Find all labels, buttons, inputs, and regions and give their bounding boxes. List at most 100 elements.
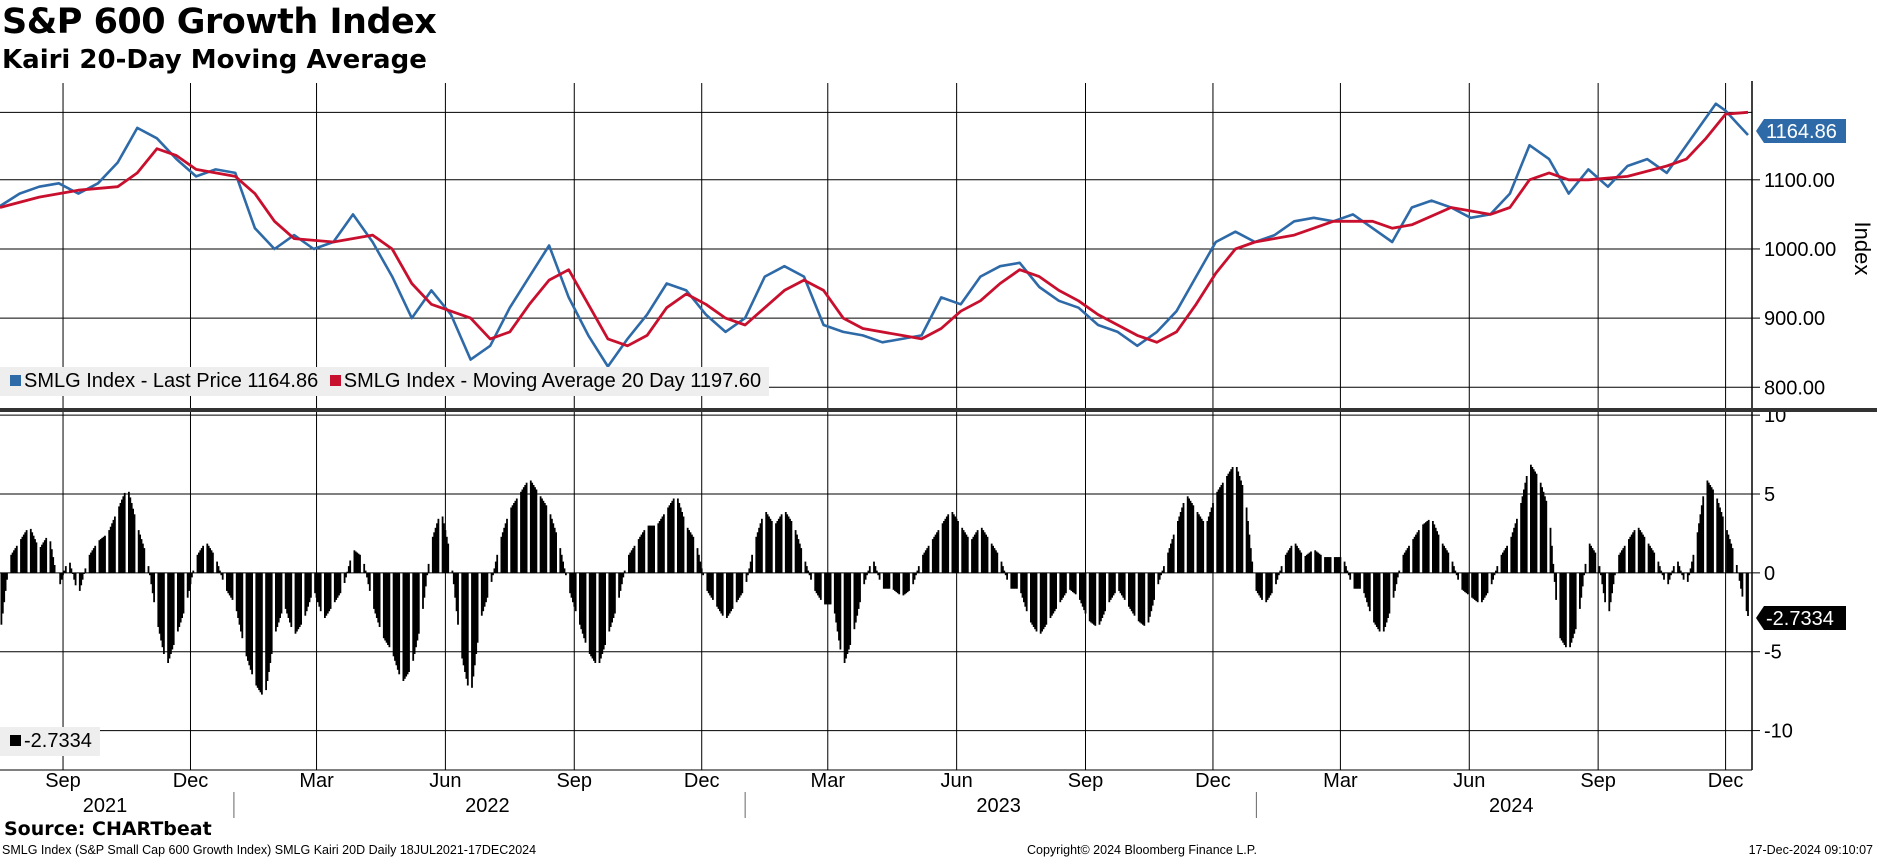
kairi-bar (993, 548, 996, 573)
kairi-bar (392, 572, 395, 657)
kairi-bar (121, 499, 123, 573)
kairi-bar (1021, 572, 1024, 598)
kairi-bar (672, 498, 675, 573)
kairi-bar (828, 572, 831, 605)
kairi-bar (1294, 543, 1297, 573)
kairi-bar (1216, 491, 1219, 573)
kairi-bar (1186, 496, 1189, 573)
y-tick-label: 1000.00 (1764, 239, 1836, 261)
kairi-bar (1296, 545, 1298, 573)
kairi-bar (720, 572, 723, 614)
footer-description: SMLG Index (S&P Small Cap 600 Growth Ind… (2, 843, 537, 857)
kairi-bar (1333, 557, 1336, 573)
kairi-bar (1611, 572, 1613, 594)
kairi-bar (413, 572, 416, 654)
kairi-bar (255, 572, 258, 686)
kairi-bar (1426, 521, 1429, 573)
price-legend-swatch (10, 375, 21, 386)
kairi-bar (594, 572, 597, 663)
kairi-bar (887, 572, 889, 589)
kairi-bar (877, 572, 880, 576)
kairi-bar (698, 554, 700, 573)
kairi-bar (922, 554, 924, 573)
kairi-bar (531, 482, 534, 573)
kairi-bar (1353, 572, 1356, 589)
kairi-bar (241, 572, 244, 639)
kairi-bar (1524, 482, 1527, 573)
kairi-bar (1405, 550, 1408, 573)
kairi-bar (461, 572, 464, 659)
kairi-bar (535, 489, 538, 573)
kairi-bar (1074, 572, 1077, 595)
kairi-bar (1059, 572, 1062, 603)
kairi-bar (1217, 489, 1220, 573)
kairi-bar (1689, 568, 1692, 573)
kairi-bar (906, 572, 909, 593)
kairi-bar (1395, 572, 1398, 585)
kairi-bar (1433, 524, 1436, 573)
kairi-bar (1658, 566, 1661, 573)
kairi-bar (1003, 570, 1006, 573)
kairi-bar (177, 572, 179, 632)
kairi-bar (784, 512, 787, 573)
kairi-bar (32, 535, 35, 573)
y-tick-label: 0 (1764, 563, 1775, 585)
kairi-bar (1560, 572, 1563, 641)
kairi-bar (1531, 467, 1534, 573)
kairi-bar (629, 552, 632, 573)
kairi-bar (457, 572, 459, 625)
kairi-bar (1712, 489, 1714, 573)
kairi-bar (933, 536, 936, 573)
kairi-bar (688, 530, 690, 573)
kairi-bar (349, 560, 352, 573)
x-tick-label: Dec (684, 770, 720, 792)
y-tick-label: -10 (1764, 721, 1793, 743)
kairi-bar (492, 572, 494, 576)
kairi-bar (794, 530, 797, 573)
kairi-bar (451, 570, 454, 573)
kairi-bar (139, 534, 141, 573)
kairi-bar (326, 572, 329, 614)
kairi-bar (147, 566, 150, 573)
kairi-bar (1629, 536, 1632, 573)
kairi-bar (628, 554, 630, 573)
kairi-bar (1367, 572, 1370, 607)
footer-timestamp: 17-Dec-2024 09:10:07 (1748, 843, 1873, 857)
kairi-bar (1221, 482, 1224, 573)
kairi-bar (1044, 572, 1046, 627)
kairi-bar (1119, 572, 1122, 594)
kairi-bar (1354, 572, 1357, 589)
kairi-bar (270, 572, 273, 654)
kairi-bar (611, 572, 613, 623)
kairi-bar (583, 572, 585, 639)
kairi-bar (1640, 532, 1643, 573)
kairi-bar (1534, 471, 1536, 573)
kairi-bar (1570, 572, 1573, 643)
kairi-bar (735, 572, 738, 603)
kairi-bar (1255, 572, 1258, 591)
kairi-bar (1023, 572, 1025, 603)
kairi-bar (1279, 570, 1282, 573)
kairi-bar (1392, 572, 1395, 598)
kairi-bar (1663, 572, 1665, 580)
kairi-bar (436, 523, 438, 573)
y-axis-title: Index (1850, 222, 1875, 276)
kairi-bar (565, 572, 567, 576)
kairi-bar (1235, 467, 1238, 573)
kairi-bar (91, 550, 94, 573)
kairi-bar (1039, 572, 1042, 634)
kairi-bar (339, 572, 342, 594)
kairi-bar (590, 572, 592, 657)
kairi-bar (1581, 572, 1584, 587)
year-label: 2021 (83, 795, 128, 817)
kairi-bar (297, 572, 300, 630)
kairi-bar (1130, 572, 1133, 612)
kairi-bar (923, 552, 926, 573)
kairi-bar (382, 572, 385, 639)
kairi-bar (1200, 518, 1203, 573)
kairi-bar (514, 500, 517, 573)
kairi-bar (1373, 572, 1375, 623)
kairi-bar (569, 572, 571, 594)
kairi-bar (808, 572, 811, 576)
kairi-bar (1493, 572, 1496, 576)
